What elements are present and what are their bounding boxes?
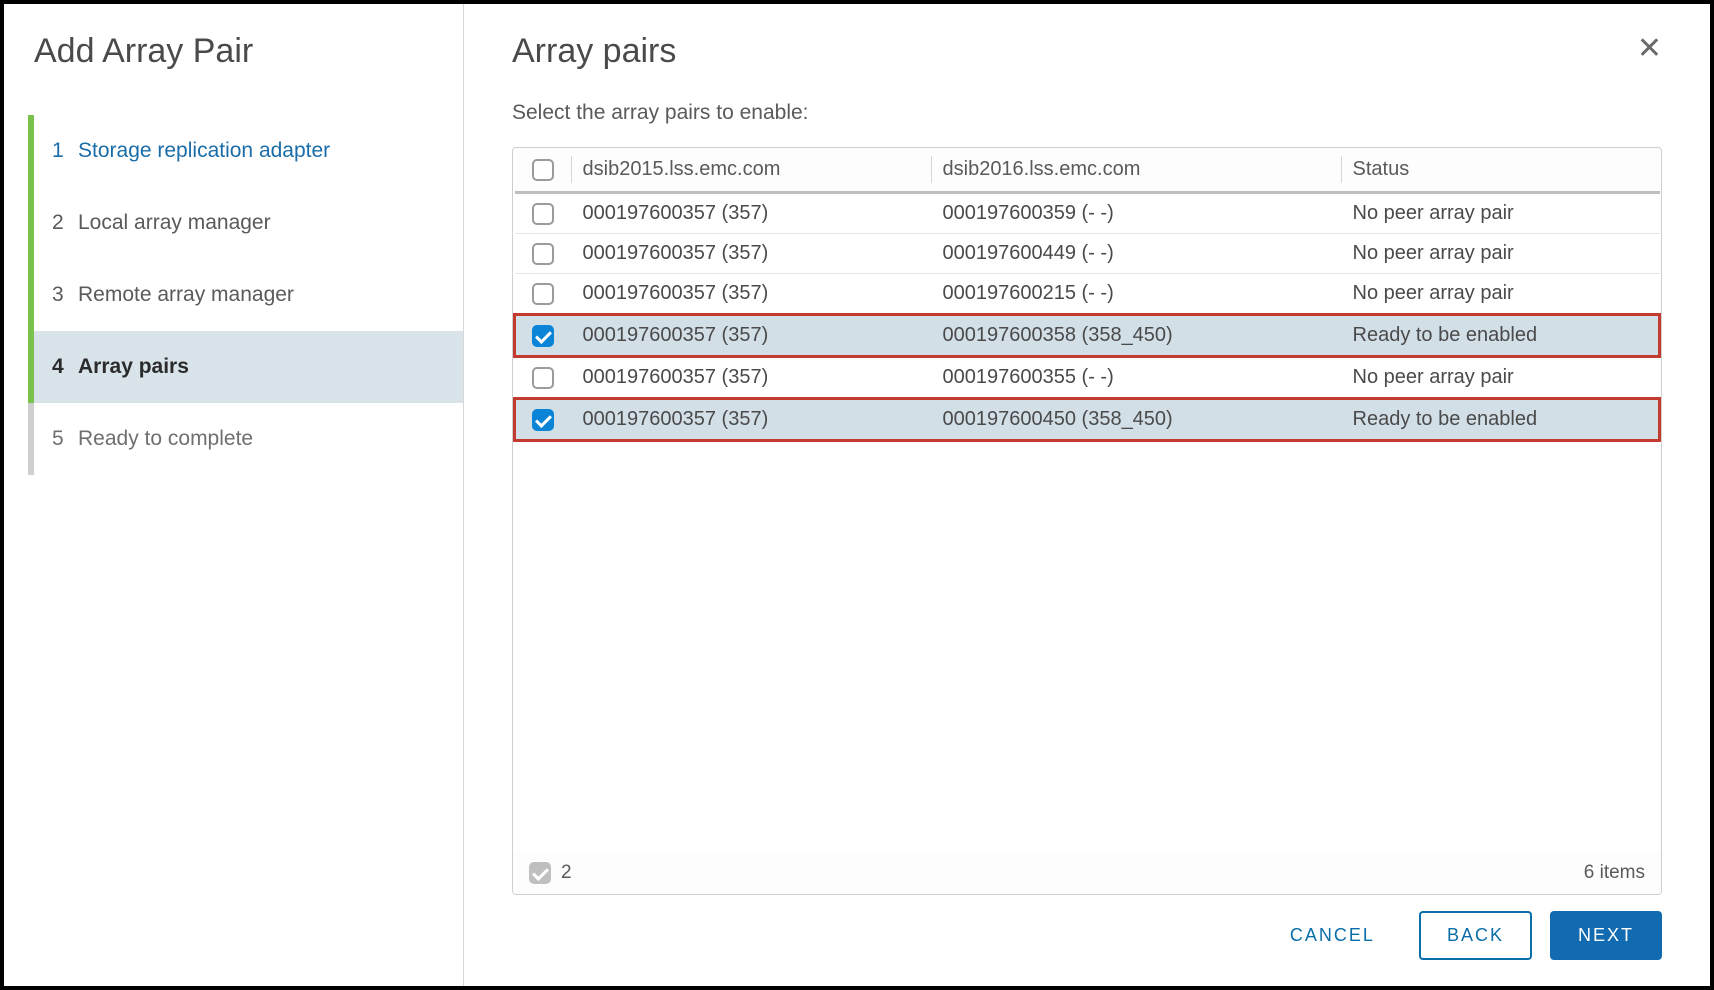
checkbox-icon[interactable] [532, 159, 554, 181]
step-number: 3 [52, 283, 78, 307]
header-select-all[interactable] [515, 148, 571, 193]
row-checkbox-cell[interactable] [515, 315, 571, 357]
cell-remote-array: 000197600355 (- -) [931, 357, 1341, 399]
wizard-step-5: 5 Ready to complete [34, 403, 463, 475]
array-pairs-table: dsib2015.lss.emc.com dsib2016.lss.emc.co… [512, 147, 1662, 895]
next-button[interactable]: NEXT [1550, 911, 1662, 960]
step-number: 5 [52, 427, 78, 451]
wizard-dialog: Add Array Pair 1 Storage replication ada… [0, 0, 1714, 990]
step-label: Storage replication adapter [78, 139, 330, 163]
content-title: Array pairs [512, 32, 1662, 71]
table-row[interactable]: 000197600357 (357)000197600358 (358_450)… [515, 315, 1660, 357]
cell-remote-array: 000197600450 (358_450) [931, 399, 1341, 441]
cell-local-array: 000197600357 (357) [571, 234, 931, 274]
cell-remote-array: 000197600449 (- -) [931, 234, 1341, 274]
wizard-step-4[interactable]: 4 Array pairs [34, 331, 463, 403]
table-header-row: dsib2015.lss.emc.com dsib2016.lss.emc.co… [515, 148, 1660, 193]
row-checkbox-cell[interactable] [515, 357, 571, 399]
close-icon[interactable]: ✕ [1637, 34, 1662, 64]
wizard-content: ✕ Array pairs Select the array pairs to … [464, 4, 1710, 986]
step-number: 1 [52, 139, 78, 163]
row-checkbox-cell[interactable] [515, 274, 571, 315]
checkbox-icon[interactable] [532, 409, 554, 431]
wizard-step-1[interactable]: 1 Storage replication adapter [34, 115, 463, 187]
cell-remote-array: 000197600358 (358_450) [931, 315, 1341, 357]
step-label: Array pairs [78, 355, 189, 379]
cell-status: No peer array pair [1341, 274, 1660, 315]
selected-count: 2 [561, 862, 572, 884]
table-spacer [513, 442, 1661, 852]
checkbox-icon[interactable] [532, 325, 554, 347]
row-checkbox-cell[interactable] [515, 234, 571, 274]
header-col-local[interactable]: dsib2015.lss.emc.com [571, 148, 931, 193]
content-subtitle: Select the array pairs to enable: [512, 101, 1662, 125]
cell-status: No peer array pair [1341, 193, 1660, 234]
footer-checkbox-icon [529, 862, 551, 884]
checkbox-icon[interactable] [532, 243, 554, 265]
checkbox-icon[interactable] [532, 367, 554, 389]
cell-status: No peer array pair [1341, 357, 1660, 399]
cell-status: Ready to be enabled [1341, 315, 1660, 357]
table-footer: 2 6 items [513, 852, 1661, 894]
cell-local-array: 000197600357 (357) [571, 274, 931, 315]
cell-remote-array: 000197600215 (- -) [931, 274, 1341, 315]
items-count: 6 items [1584, 862, 1645, 884]
row-checkbox-cell[interactable] [515, 193, 571, 234]
wizard-button-bar: CANCEL BACK NEXT [1264, 911, 1662, 960]
table-row[interactable]: 000197600357 (357)000197600449 (- -)No p… [515, 234, 1660, 274]
cell-local-array: 000197600357 (357) [571, 315, 931, 357]
wizard-steps-completed: 1 Storage replication adapter 2 Local ar… [28, 115, 463, 403]
cell-local-array: 000197600357 (357) [571, 193, 931, 234]
checkbox-icon[interactable] [532, 283, 554, 305]
cell-local-array: 000197600357 (357) [571, 357, 931, 399]
cell-local-array: 000197600357 (357) [571, 399, 931, 441]
table-row[interactable]: 000197600357 (357)000197600359 (- -)No p… [515, 193, 1660, 234]
wizard-step-3[interactable]: 3 Remote array manager [34, 259, 463, 331]
table-row[interactable]: 000197600357 (357)000197600355 (- -)No p… [515, 357, 1660, 399]
row-checkbox-cell[interactable] [515, 399, 571, 441]
wizard-steps-pending: 5 Ready to complete [28, 403, 463, 475]
cell-status: Ready to be enabled [1341, 399, 1660, 441]
back-button[interactable]: BACK [1419, 911, 1532, 960]
step-label: Ready to complete [78, 427, 253, 451]
step-number: 2 [52, 211, 78, 235]
table-row[interactable]: 000197600357 (357)000197600450 (358_450)… [515, 399, 1660, 441]
step-label: Remote array manager [78, 283, 294, 307]
step-number: 4 [52, 355, 78, 379]
cell-remote-array: 000197600359 (- -) [931, 193, 1341, 234]
wizard-sidebar: Add Array Pair 1 Storage replication ada… [4, 4, 464, 986]
checkbox-icon[interactable] [532, 203, 554, 225]
sidebar-title: Add Array Pair [4, 32, 463, 115]
step-label: Local array manager [78, 211, 271, 235]
table-row[interactable]: 000197600357 (357)000197600215 (- -)No p… [515, 274, 1660, 315]
cell-status: No peer array pair [1341, 234, 1660, 274]
header-col-remote[interactable]: dsib2016.lss.emc.com [931, 148, 1341, 193]
header-col-status[interactable]: Status [1341, 148, 1660, 193]
wizard-step-2[interactable]: 2 Local array manager [34, 187, 463, 259]
cancel-button[interactable]: CANCEL [1264, 913, 1401, 958]
